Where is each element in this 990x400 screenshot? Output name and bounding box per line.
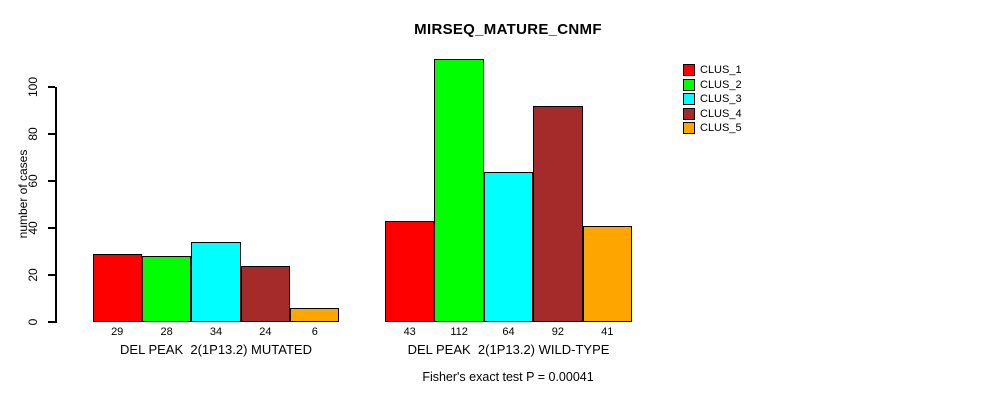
bar-value-label: 29 bbox=[111, 326, 124, 338]
legend-swatch bbox=[683, 64, 695, 76]
legend-swatch bbox=[683, 78, 695, 91]
bar bbox=[191, 242, 241, 322]
fisher-test-annotation: Fisher's exact test P = 0.00041 bbox=[422, 370, 594, 384]
y-tick-mark bbox=[48, 86, 55, 88]
bar-value-label: 41 bbox=[601, 326, 614, 338]
legend-label: CLUS_3 bbox=[700, 93, 742, 106]
legend-label: CLUS_4 bbox=[700, 107, 742, 120]
y-tick-mark bbox=[48, 274, 55, 276]
y-tick-label: 20 bbox=[26, 268, 40, 282]
bar-value-label: 28 bbox=[160, 326, 173, 338]
bar bbox=[434, 58, 484, 322]
legend-label: CLUS_1 bbox=[700, 64, 742, 76]
bar bbox=[533, 105, 583, 322]
y-tick-label: 40 bbox=[26, 221, 40, 235]
y-tick-mark bbox=[48, 133, 55, 135]
bar bbox=[92, 253, 142, 322]
y-tick-mark bbox=[48, 321, 55, 323]
y-tick-label: 0 bbox=[26, 318, 40, 326]
legend-swatch bbox=[683, 107, 695, 120]
bar-value-label: 112 bbox=[450, 326, 468, 338]
legend-swatch bbox=[683, 93, 695, 106]
bar bbox=[582, 225, 632, 322]
legend-swatch bbox=[683, 122, 695, 135]
bar bbox=[483, 171, 534, 322]
bar-value-label: 34 bbox=[209, 326, 223, 338]
bar-value-label: 6 bbox=[311, 326, 318, 338]
x-category-label: DEL PEAK 2(1P13.2) WILD-TYPE bbox=[407, 342, 610, 357]
y-axis-line bbox=[55, 87, 57, 323]
legend-label: CLUS_5 bbox=[700, 122, 742, 135]
bar bbox=[290, 307, 340, 322]
y-tick-mark bbox=[48, 180, 55, 182]
y-tick-label: 100 bbox=[26, 76, 40, 98]
y-tick-label: 80 bbox=[26, 127, 40, 141]
bar-value-label: 24 bbox=[259, 326, 272, 338]
bar bbox=[385, 220, 435, 322]
bar-value-label: 43 bbox=[403, 326, 416, 338]
legend-label: CLUS_2 bbox=[700, 78, 742, 91]
bar-value-label: 92 bbox=[551, 326, 564, 338]
y-tick-mark bbox=[48, 227, 55, 229]
y-tick-label: 60 bbox=[26, 174, 40, 188]
bar bbox=[240, 265, 291, 322]
bar bbox=[141, 256, 192, 322]
bar-value-label: 64 bbox=[502, 326, 515, 338]
x-category-label: DEL PEAK 2(1P13.2) MUTATED bbox=[120, 342, 312, 357]
chart-title: MIRSEQ_MATURE_CNMF bbox=[414, 21, 602, 38]
